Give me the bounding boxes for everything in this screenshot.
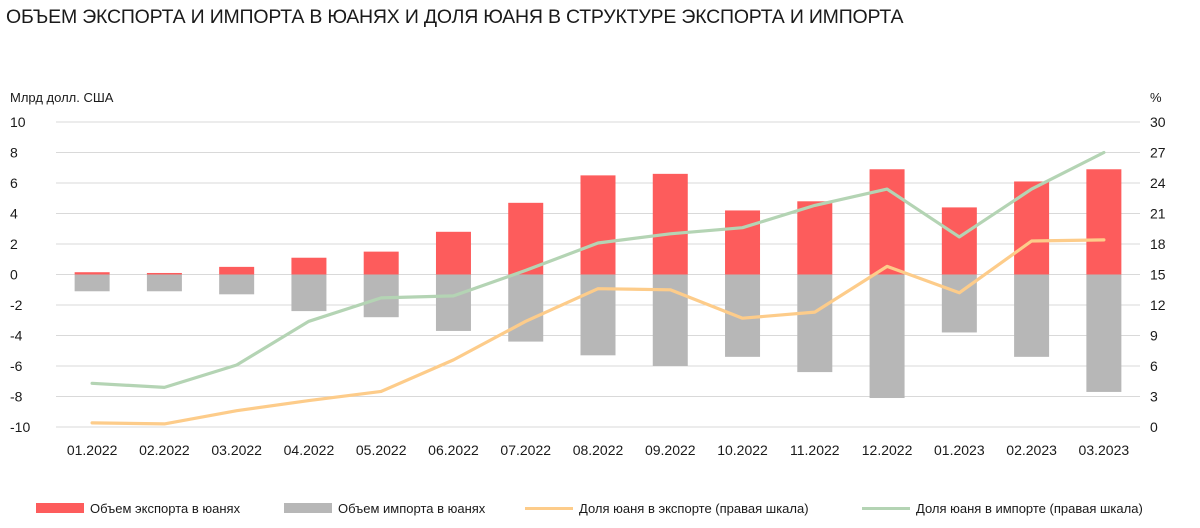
x-tick-label: 06.2022	[428, 442, 479, 458]
legend-label-export-volume: Объем экспорта в юанях	[90, 500, 241, 516]
x-tick-label: 07.2022	[500, 442, 551, 458]
legend-item-import-share: Доля юаня в импорте (правая шкала)	[862, 496, 1143, 520]
y2-tick-label: 6	[1150, 358, 1158, 374]
x-tick-label: 02.2022	[139, 442, 190, 458]
export-bar	[1086, 169, 1122, 275]
y2-tick-label: 15	[1150, 267, 1166, 283]
x-tick-label: 03.2023	[1079, 442, 1130, 458]
import-bar	[291, 274, 327, 312]
legend-item-import-volume: Объем импорта в юанях	[284, 496, 485, 520]
y-tick-label: -6	[10, 358, 23, 374]
legend: Объем экспорта в юанях Объем импорта в ю…	[0, 496, 1200, 520]
y2-tick-label: 18	[1150, 236, 1166, 252]
export-bar	[869, 169, 905, 275]
y-tick-label: 2	[10, 236, 18, 252]
import-bar	[508, 274, 544, 342]
x-tick-label: 03.2022	[211, 442, 262, 458]
export-bar	[580, 175, 616, 275]
chart-area: 1086420-2-4-6-8-1030272421181512963001.2…	[10, 114, 1166, 458]
import-bar	[146, 274, 182, 292]
y2-tick-label: 21	[1150, 206, 1166, 222]
y2-tick-label: 30	[1150, 114, 1166, 130]
y2-tick-label: 27	[1150, 145, 1166, 161]
import-bar	[1086, 274, 1122, 392]
import-bar	[869, 274, 905, 399]
y2-tick-label: 3	[1150, 389, 1158, 405]
right-axis-unit: %	[1150, 90, 1162, 105]
import-bar	[74, 274, 110, 292]
legend-swatch-import-share	[862, 506, 910, 510]
y-tick-label: -4	[10, 328, 23, 344]
import-bar	[580, 274, 616, 356]
import-bar	[363, 274, 399, 318]
import-bar	[797, 274, 833, 373]
export-bar	[797, 201, 833, 275]
x-tick-label: 11.2022	[790, 442, 840, 458]
x-tick-label: 04.2022	[284, 442, 335, 458]
import-bar	[1014, 274, 1050, 357]
legend-swatch-import-volume	[284, 503, 332, 513]
x-tick-label: 09.2022	[645, 442, 696, 458]
left-axis-unit: Млрд долл. США	[10, 90, 114, 105]
y2-tick-label: 24	[1150, 175, 1166, 191]
export-bar	[146, 272, 182, 275]
chart-title: ОБЪЕМ ЭКСПОРТА И ИМПОРТА В ЮАНЯХ И ДОЛЯ …	[6, 6, 904, 28]
legend-label-import-share: Доля юаня в импорте (правая шкала)	[916, 500, 1143, 516]
x-tick-label: 05.2022	[356, 442, 407, 458]
x-tick-label: 08.2022	[573, 442, 624, 458]
x-tick-label: 01.2022	[67, 442, 118, 458]
export-bar	[291, 257, 327, 275]
y-tick-label: 6	[10, 175, 18, 191]
export-bar	[508, 202, 544, 275]
y2-tick-label: 12	[1150, 297, 1166, 313]
y-tick-label: 0	[10, 267, 18, 283]
x-tick-label: 01.2023	[934, 442, 985, 458]
import-bar	[219, 274, 255, 295]
legend-swatch-export-volume	[36, 503, 84, 513]
legend-item-export-share: Доля юаня в экспорте (правая шкала)	[525, 496, 809, 520]
export-bar	[941, 207, 977, 275]
y-tick-label: 10	[10, 114, 26, 130]
import-share-line	[90, 150, 1106, 389]
legend-item-export-volume: Объем экспорта в юанях	[36, 496, 240, 520]
export-bar	[363, 251, 399, 275]
legend-label-export-share: Доля юаня в экспорте (правая шкала)	[579, 500, 809, 516]
export-bar	[652, 173, 688, 275]
import-bar	[435, 274, 471, 331]
y-tick-label: -10	[10, 419, 30, 435]
x-tick-label: 10.2022	[717, 442, 768, 458]
y-tick-label: 8	[10, 145, 18, 161]
export-bar	[219, 266, 255, 275]
x-tick-label: 12.2022	[862, 442, 913, 458]
legend-swatch-export-share	[525, 506, 573, 510]
y-tick-label: 4	[10, 206, 18, 222]
export-bar	[435, 231, 471, 275]
y2-tick-label: 0	[1150, 419, 1158, 435]
y-tick-label: -2	[10, 297, 23, 313]
y2-tick-label: 9	[1150, 328, 1158, 344]
y-tick-label: -8	[10, 389, 23, 405]
legend-label-import-volume: Объем импорта в юанях	[338, 500, 486, 516]
x-tick-label: 02.2023	[1006, 442, 1057, 458]
export-bar	[74, 272, 110, 275]
export-share-line	[90, 238, 1106, 426]
export-bar	[725, 210, 761, 275]
